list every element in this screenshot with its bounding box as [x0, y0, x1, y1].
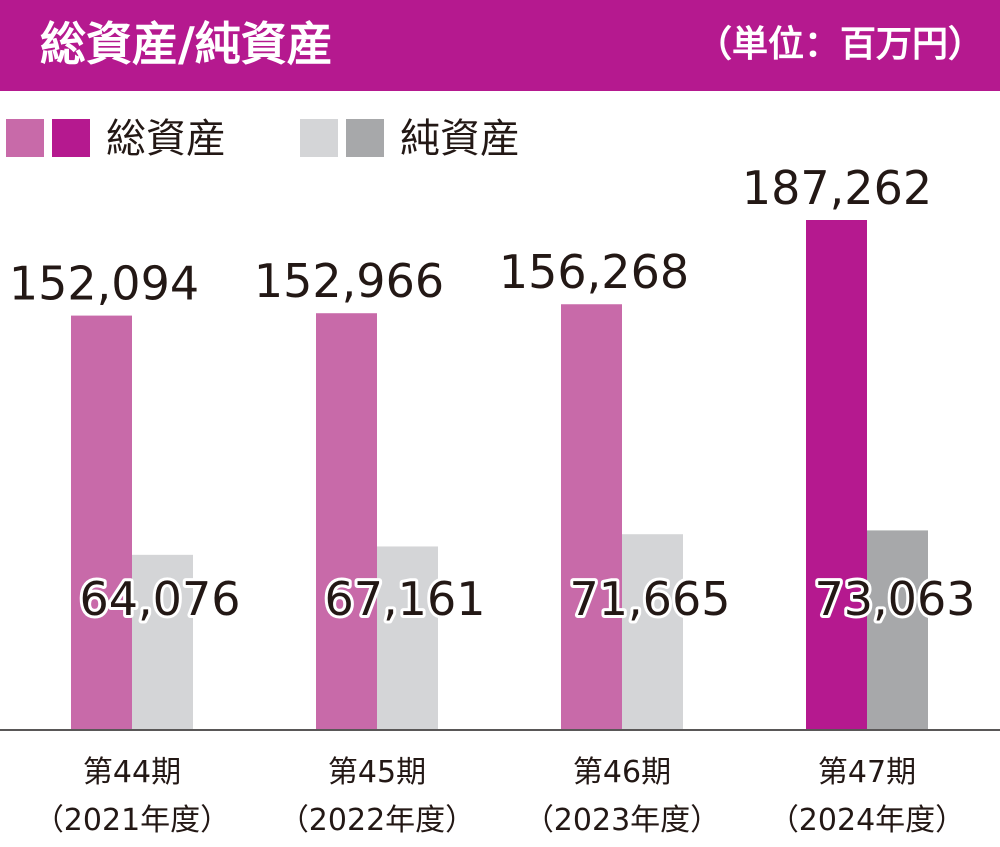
data-label-net-assets: 71,665: [570, 572, 731, 626]
bar-net-assets: [132, 554, 193, 729]
category-label-period: 第46期: [572, 755, 672, 790]
legend-swatch-total-assets-light: [6, 119, 44, 157]
data-label-net-assets: 64,076: [80, 572, 241, 626]
unit-label: （単位：百万円）: [695, 24, 984, 65]
category-label-period: 第47期: [817, 755, 917, 790]
bar-total-assets: [71, 315, 132, 729]
category-label-period: 第45期: [327, 755, 427, 790]
data-label-net-assets: 67,161: [325, 572, 486, 626]
category-label-year: （2021年度）: [33, 803, 231, 838]
category-label-year: （2024年度）: [768, 803, 966, 838]
legend-label-total-assets: 総資産: [106, 116, 226, 162]
bar-total-assets: [316, 313, 377, 729]
title-bar: 総資産/純資産 （単位：百万円）: [0, 0, 1000, 91]
bar-net-assets: [622, 534, 683, 729]
bar-net-assets: [377, 546, 438, 729]
data-label-total-assets: 156,268: [499, 245, 689, 299]
bar-total-assets: [561, 304, 622, 729]
data-label-total-assets: 152,094: [9, 257, 199, 311]
legend: 総資産 純資産: [0, 114, 1000, 164]
legend-label-net-assets: 純資産: [400, 116, 520, 162]
data-label-net-assets: 73,063: [815, 572, 976, 626]
legend-swatch-net-assets-dark: [346, 119, 384, 157]
bar-net-assets: [867, 530, 928, 729]
bar-total-assets: [806, 220, 867, 729]
legend-swatch-total-assets-dark: [52, 119, 90, 157]
chart-title: 総資産/純資産: [40, 17, 333, 71]
legend-swatch-net-assets-light: [300, 119, 338, 157]
data-label-total-assets: 152,966: [254, 254, 444, 308]
data-label-total-assets: 187,262: [742, 161, 932, 215]
category-label-year: （2023年度）: [523, 803, 721, 838]
category-label-period: 第44期: [82, 755, 182, 790]
category-label-year: （2022年度）: [278, 803, 476, 838]
